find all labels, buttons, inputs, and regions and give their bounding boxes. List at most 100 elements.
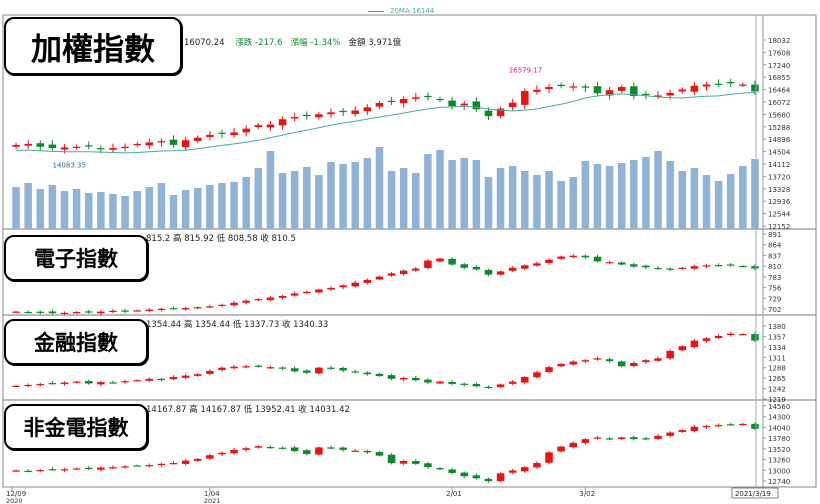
candle-body bbox=[472, 266, 481, 270]
y-tick-label: 16072 bbox=[768, 99, 790, 107]
volume-bar bbox=[642, 157, 650, 229]
volume-bar bbox=[60, 191, 69, 229]
taiex-pct: -1.34% bbox=[310, 38, 341, 48]
candle-body bbox=[133, 465, 141, 467]
y-tick-label: 13260 bbox=[768, 457, 790, 465]
candle-body bbox=[181, 460, 190, 464]
candle-body bbox=[605, 359, 614, 362]
candle-body bbox=[60, 312, 69, 315]
electronics-header: 815.2 高 815.92 低 808.58 收 810.5 bbox=[146, 234, 296, 244]
volume-bar bbox=[12, 187, 20, 229]
candle-body bbox=[157, 141, 166, 143]
volume-bar bbox=[339, 164, 347, 229]
candle-body bbox=[630, 86, 638, 97]
candle-body bbox=[121, 466, 129, 468]
candle-body bbox=[351, 110, 359, 114]
candle-body bbox=[242, 300, 250, 303]
volume-bar bbox=[666, 161, 674, 229]
candle-body bbox=[436, 258, 444, 262]
volume-bar bbox=[605, 166, 614, 229]
candle-body bbox=[448, 258, 456, 265]
candle-body bbox=[254, 446, 263, 448]
volume-bar bbox=[739, 166, 747, 229]
y-tick-label: 810 bbox=[768, 263, 781, 271]
candle-body bbox=[290, 447, 299, 452]
volume-bar bbox=[230, 182, 238, 229]
candle-body bbox=[484, 269, 493, 275]
candle-body bbox=[642, 265, 650, 268]
y-tick-label: 12152 bbox=[768, 223, 790, 231]
candle-body bbox=[193, 374, 202, 376]
candle-body bbox=[581, 255, 590, 258]
volume-bar bbox=[157, 183, 166, 229]
candle-body bbox=[690, 426, 699, 431]
candle-body bbox=[254, 125, 263, 128]
candle-body bbox=[36, 470, 45, 472]
volume-bar bbox=[387, 171, 396, 229]
candle-body bbox=[533, 89, 541, 92]
x-tick-label: 3/02 bbox=[579, 490, 595, 498]
taiex-change: -217.6 bbox=[255, 38, 283, 48]
candle-body bbox=[315, 289, 323, 293]
ma-line bbox=[16, 92, 755, 154]
candle-body bbox=[751, 266, 759, 269]
candle-body bbox=[351, 371, 359, 373]
candle-body bbox=[230, 302, 238, 306]
candle-body bbox=[630, 264, 638, 267]
x-tick-label: 12/09 bbox=[6, 490, 26, 498]
y-tick-label: 13780 bbox=[768, 435, 790, 443]
candle-body bbox=[617, 87, 626, 91]
finance-header: 1354.44 高 1354.44 低 1337.73 收 1340.33 bbox=[146, 320, 329, 330]
candle-body bbox=[714, 265, 723, 267]
candle-body bbox=[521, 91, 529, 105]
candle-body bbox=[581, 86, 590, 88]
candle-body bbox=[654, 358, 662, 361]
candle-body bbox=[169, 308, 178, 310]
y-tick-label: 891 bbox=[768, 231, 781, 239]
candle-body bbox=[363, 107, 372, 112]
candle-body bbox=[290, 293, 299, 296]
non-fin-elec-header: 14167.87 高 14167.87 低 13952.41 收 14031.4… bbox=[146, 405, 350, 415]
candle-body bbox=[303, 114, 311, 117]
candle-body bbox=[399, 377, 408, 380]
candle-body bbox=[206, 134, 214, 137]
candle-body bbox=[387, 375, 396, 379]
candle-body bbox=[496, 384, 505, 388]
candle-body bbox=[460, 264, 468, 268]
candle-body bbox=[690, 85, 699, 92]
candle-body bbox=[24, 143, 32, 146]
volume-bar bbox=[254, 168, 263, 229]
candle-body bbox=[678, 89, 687, 92]
candle-body bbox=[278, 367, 287, 369]
candle-body bbox=[739, 423, 747, 426]
candle-body bbox=[12, 470, 20, 472]
candle-body bbox=[48, 469, 57, 471]
candle-body bbox=[484, 386, 493, 389]
candle-body bbox=[412, 377, 420, 381]
candle-body bbox=[48, 144, 57, 149]
candle-body bbox=[24, 384, 32, 387]
candle-body bbox=[351, 450, 359, 452]
candle-body bbox=[557, 363, 565, 367]
candle-body bbox=[593, 358, 602, 360]
cursor-date-box bbox=[731, 487, 779, 499]
candle-body bbox=[84, 467, 93, 470]
candle-body bbox=[739, 84, 747, 86]
candle-body bbox=[460, 472, 468, 477]
volume-bar bbox=[714, 181, 723, 229]
candle-body bbox=[399, 270, 408, 275]
y-tick-label: 13328 bbox=[768, 186, 790, 194]
volume-bar bbox=[97, 192, 105, 229]
candle-body bbox=[630, 362, 638, 366]
candle-body bbox=[303, 370, 311, 373]
y-tick-label: 14112 bbox=[768, 161, 790, 169]
candle-body bbox=[218, 367, 226, 371]
candle-body bbox=[617, 437, 626, 440]
candle-body bbox=[642, 360, 650, 363]
candle-body bbox=[60, 382, 69, 385]
candle-body bbox=[545, 367, 553, 373]
candle-body bbox=[193, 307, 202, 309]
volume-bar bbox=[533, 175, 541, 229]
candle-body bbox=[399, 460, 408, 464]
